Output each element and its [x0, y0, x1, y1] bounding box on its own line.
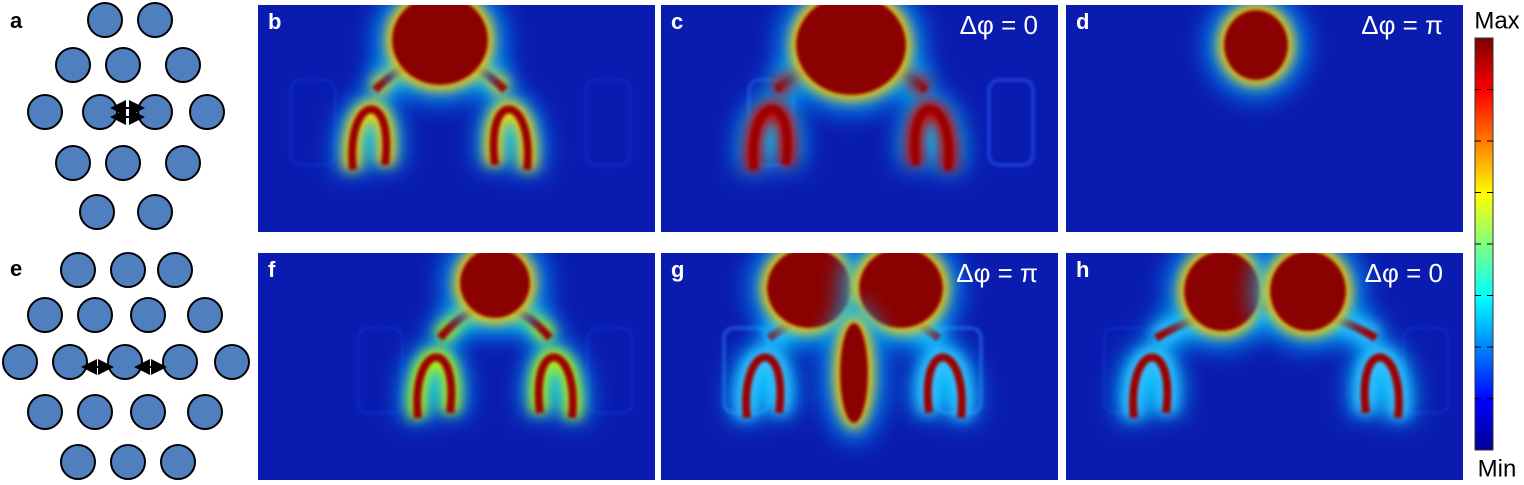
field-map: f	[258, 253, 655, 480]
rod	[82, 94, 118, 130]
hot-lobe	[840, 323, 868, 423]
rod	[79, 194, 115, 230]
rod	[110, 444, 146, 480]
lattice-diagrams: ae	[2, 2, 250, 480]
rod	[137, 94, 173, 130]
rod	[77, 394, 113, 430]
rod	[105, 47, 141, 83]
rod	[130, 297, 166, 333]
rod	[105, 145, 141, 181]
rod-outline	[987, 78, 1035, 167]
rod	[130, 394, 166, 430]
rod	[187, 394, 223, 430]
panel-label: f	[268, 257, 276, 282]
rod	[137, 194, 173, 230]
rod	[60, 444, 96, 480]
map-content	[722, 253, 983, 441]
rod	[189, 94, 225, 130]
panel-label: a	[10, 8, 23, 33]
panel-label: c	[671, 9, 683, 34]
rod-outline	[584, 78, 632, 167]
hot-lobe	[1184, 253, 1260, 331]
rod	[2, 344, 38, 380]
map-content	[1102, 253, 1450, 420]
hot-lobe	[460, 253, 530, 318]
rod	[27, 94, 63, 130]
hot-lobe	[392, 5, 488, 85]
phase-annotation: Δφ = π	[956, 258, 1038, 288]
map-content	[739, 5, 1035, 172]
panel-label: h	[1076, 257, 1089, 282]
rod	[87, 2, 123, 38]
map-content	[356, 253, 634, 420]
field-maps: b c Δφ = 0 d Δφ = π f g Δφ = π h Δφ = 0	[258, 5, 1463, 480]
field-map: c Δφ = 0	[661, 5, 1058, 232]
colorbar-min: Min	[1478, 455, 1517, 482]
rod	[162, 344, 198, 380]
panel-label: e	[10, 256, 22, 281]
rod-outline	[289, 78, 337, 167]
field-map: g Δφ = π	[661, 253, 1058, 480]
hot-lobe	[859, 253, 943, 328]
rod	[110, 252, 146, 288]
field-map: b	[258, 5, 655, 232]
hot-lobe	[1224, 10, 1288, 80]
panel-label: g	[671, 257, 684, 282]
rod	[137, 2, 173, 38]
rod	[60, 252, 96, 288]
rod	[187, 297, 223, 333]
panel-label: d	[1076, 9, 1089, 34]
rod	[214, 344, 250, 380]
phase-annotation: Δφ = 0	[960, 10, 1038, 40]
rod	[107, 344, 143, 380]
hot-lobe	[796, 5, 906, 95]
hot-lobe	[767, 253, 851, 328]
panel-label: b	[268, 9, 281, 34]
rod	[160, 444, 196, 480]
field-map: d Δφ = π	[1066, 5, 1463, 232]
colorbar-ticks	[1475, 89, 1493, 399]
rod-outline	[586, 326, 634, 415]
rod-outline	[356, 326, 404, 415]
rod	[157, 252, 193, 288]
rod	[55, 145, 91, 181]
map-content	[289, 5, 632, 172]
map-content	[1206, 5, 1306, 98]
rod	[55, 47, 91, 83]
rod	[27, 394, 63, 430]
colorbar-max: Max	[1474, 7, 1519, 34]
phase-annotation: Δφ = 0	[1365, 258, 1443, 288]
phase-annotation: Δφ = π	[1361, 10, 1443, 40]
rod	[52, 344, 88, 380]
hot-lobe	[1270, 253, 1346, 331]
rod	[165, 145, 201, 181]
rod	[165, 47, 201, 83]
rod	[27, 297, 63, 333]
field-map: h Δφ = 0	[1066, 253, 1463, 480]
rod	[77, 297, 113, 333]
